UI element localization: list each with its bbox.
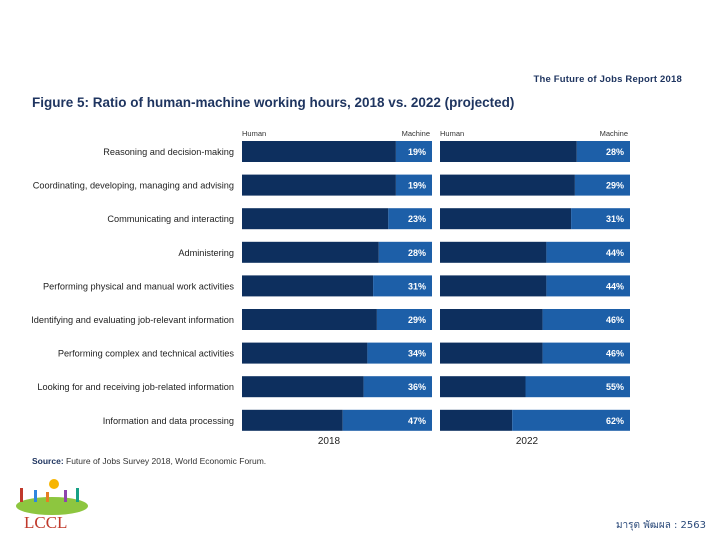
value-label: 36% [408, 382, 426, 392]
value-label: 62% [606, 416, 624, 426]
value-label: 44% [606, 281, 624, 291]
human-bar [242, 409, 343, 431]
human-bar [440, 275, 547, 297]
machine-header: Machine [402, 129, 430, 138]
human-bar [440, 376, 526, 398]
machine-bar [395, 141, 432, 162]
human-bar [242, 309, 377, 330]
category-label: Information and data processing [103, 416, 234, 426]
machine-bar [525, 376, 630, 398]
machine-bar [571, 208, 630, 230]
value-label: 44% [606, 248, 624, 258]
source-label: Source: [32, 456, 64, 466]
human-bar [242, 342, 368, 364]
value-label: 19% [408, 181, 426, 191]
machine-bar [373, 275, 432, 297]
machine-bar [512, 409, 630, 431]
category-label: Reasoning and decision-making [103, 147, 234, 157]
machine-bar [342, 409, 432, 431]
value-label: 55% [606, 382, 624, 392]
value-label: 19% [408, 147, 426, 157]
value-label: 47% [408, 416, 426, 426]
source-note: Source: Future of Jobs Survey 2018, Worl… [32, 456, 266, 466]
machine-bar [363, 376, 432, 398]
report-name: The Future of Jobs Report 2018 [533, 74, 682, 85]
machine-bar [576, 141, 630, 162]
human-bar [440, 208, 572, 230]
human-bar [440, 241, 547, 263]
category-label: Communicating and interacting [107, 214, 234, 224]
figure-title: Figure 5: Ratio of human-machine working… [32, 95, 515, 110]
value-label: 31% [408, 281, 426, 291]
human-bar [440, 174, 575, 196]
machine-header: Machine [600, 129, 628, 138]
human-bar [242, 275, 374, 297]
category-label: Coordinating, developing, managing and a… [33, 181, 234, 191]
panel-year-label: 2022 [516, 436, 539, 447]
value-label: 29% [408, 315, 426, 325]
value-label: 31% [606, 214, 624, 224]
machine-bar [574, 174, 630, 196]
human-bar [242, 376, 364, 398]
machine-bar [376, 309, 432, 330]
machine-bar [546, 241, 630, 263]
lccl-logo: LCCL [16, 479, 88, 530]
machine-bar [388, 208, 432, 230]
category-label: Performing physical and manual work acti… [43, 281, 234, 291]
human-bar [440, 342, 543, 364]
human-bar [242, 174, 396, 196]
human-header: Human [242, 129, 266, 138]
human-bar [440, 141, 577, 162]
category-label: Performing complex and technical activit… [58, 349, 235, 359]
logo-text: LCCL [24, 513, 67, 530]
machine-bar [542, 309, 630, 330]
machine-bar [367, 342, 432, 364]
human-bar [242, 141, 396, 162]
value-label: 34% [408, 349, 426, 359]
machine-bar [542, 342, 630, 364]
panel-year-label: 2018 [318, 436, 341, 447]
category-label: Looking for and receiving job-related in… [37, 382, 234, 392]
value-label: 28% [606, 147, 624, 157]
value-label: 46% [606, 349, 624, 359]
value-label: 28% [408, 248, 426, 258]
category-label: Identifying and evaluating job-relevant … [31, 315, 234, 325]
value-label: 23% [408, 214, 426, 224]
human-bar [440, 309, 543, 330]
source-text: Future of Jobs Survey 2018, World Econom… [63, 456, 267, 466]
human-header: Human [440, 129, 464, 138]
value-label: 46% [606, 315, 624, 325]
author-credit: มารุต พัฒผล : 2563 [615, 520, 706, 531]
human-bar [242, 208, 389, 230]
human-bar [440, 409, 513, 431]
machine-bar [395, 174, 432, 196]
human-bar [242, 241, 379, 263]
machine-bar [546, 275, 630, 297]
category-label: Administering [178, 248, 234, 258]
value-label: 29% [606, 181, 624, 191]
machine-bar [378, 241, 432, 263]
